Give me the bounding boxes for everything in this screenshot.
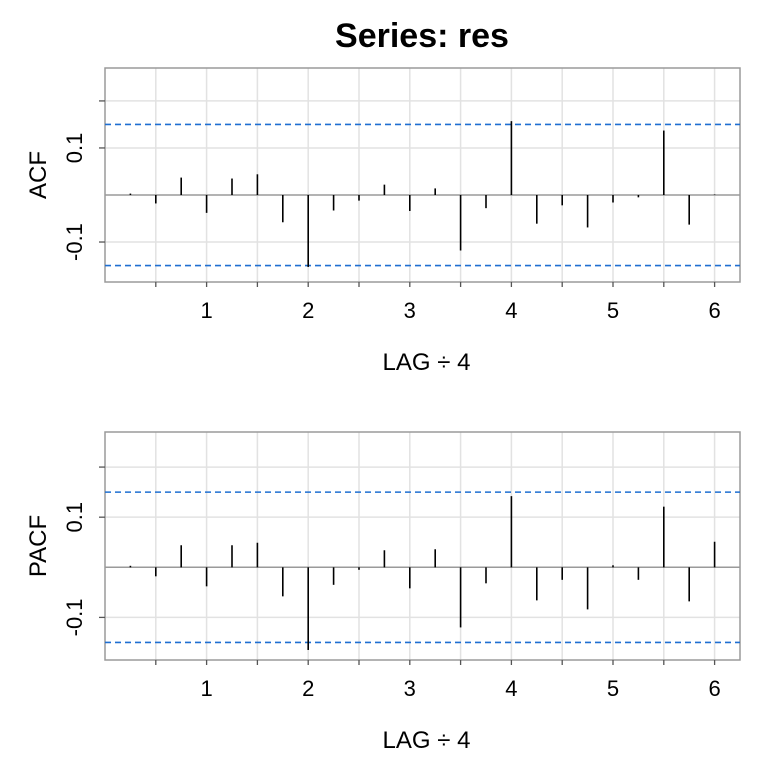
- acf-x-axis-label: LAG ÷ 4: [383, 349, 471, 376]
- pacf-y-axis-label: PACF: [25, 515, 52, 577]
- pacf-x-tick-label: 2: [302, 676, 314, 701]
- chart-title: Series: res: [335, 17, 509, 55]
- acf-x-tick-label: 3: [404, 298, 416, 323]
- pacf-x-tick-label: 1: [200, 676, 212, 701]
- acf-y-axis-label: ACF: [25, 151, 52, 199]
- pacf-x-tick-label: 4: [505, 676, 517, 701]
- acf-y-tick-label: -0.1: [62, 223, 87, 261]
- acf-x-tick-label: 4: [505, 298, 517, 323]
- pacf-x-axis-label: LAG ÷ 4: [383, 727, 471, 754]
- pacf-y-tick-label: 0.1: [62, 502, 87, 533]
- pacf-panel: 1 2 3 4 5 6 -0.1 0.1 LAG ÷ 4 PACF: [25, 431, 741, 754]
- pacf-x-tick-label: 6: [708, 676, 720, 701]
- pacf-y-tick-label: -0.1: [62, 598, 87, 636]
- acf-panel: 1 2 3 4 5 6 -0.1 0.1 LAG ÷ 4 ACF: [25, 67, 741, 376]
- acf-x-tick-label: 5: [607, 298, 619, 323]
- pacf-plot-frame: [104, 431, 741, 661]
- acf-x-tick-label: 2: [302, 298, 314, 323]
- pacf-x-tick-label: 3: [404, 676, 416, 701]
- acf-y-tick-label: 0.1: [62, 133, 87, 164]
- pacf-x-tick-label: 5: [607, 676, 619, 701]
- acf-plot-frame: [104, 67, 741, 283]
- acf-x-tick-label: 1: [200, 298, 212, 323]
- acf-x-tick-label: 6: [708, 298, 720, 323]
